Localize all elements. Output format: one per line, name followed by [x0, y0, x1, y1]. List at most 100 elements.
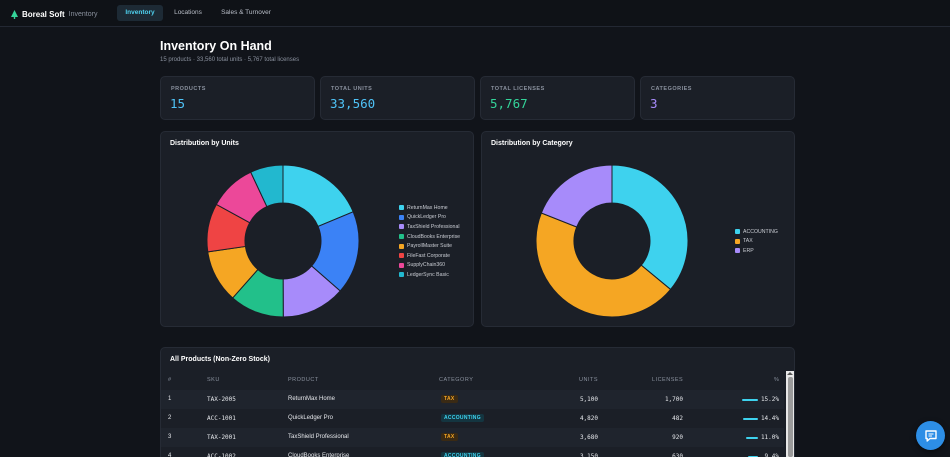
stat-label: TOTAL UNITS — [331, 86, 373, 92]
col-header-percent[interactable]: % — [774, 377, 780, 383]
table-row[interactable]: 4 ACC-1002 CloudBooks Enterprise ACCOUNTING… — [161, 447, 784, 457]
table-row[interactable]: 3 TAX-2001 TaxShield Professional TAX 3,680 9… — [161, 428, 784, 447]
col-header-sku[interactable]: SKU — [207, 377, 220, 383]
chat-button[interactable] — [916, 421, 945, 450]
stat-card-categories: CATEGORIES 3 — [640, 76, 795, 120]
legend-swatch — [735, 238, 740, 244]
legend-swatch — [399, 262, 404, 268]
legend-swatch — [399, 272, 404, 278]
scroll-thumb[interactable] — [787, 377, 793, 457]
col-header-num[interactable]: # — [168, 377, 172, 383]
legend-item[interactable]: QuickLedger Pro — [399, 213, 460, 223]
stat-value: 33,560 — [330, 96, 376, 111]
row-percent: 11.0% — [760, 434, 779, 441]
legend-item[interactable]: ReturnMax Home — [399, 203, 460, 213]
category-badge: TAX — [441, 432, 458, 441]
row-product: CloudBooks Enterprise — [288, 453, 350, 457]
donut-slice[interactable] — [611, 164, 689, 291]
units-chart-panel: Distribution by Units ReturnMax Home Quic… — [160, 131, 474, 327]
stat-card-total-units: TOTAL UNITS 33,560 — [320, 76, 475, 120]
row-percent: 15.2% — [760, 396, 779, 403]
category-donut-chart — [535, 164, 689, 318]
units-donut-chart — [206, 164, 360, 318]
legend-swatch — [399, 234, 404, 240]
brand-name: Boreal Soft — [22, 9, 65, 19]
row-number: 4 — [168, 453, 172, 457]
percent-bar — [748, 455, 758, 457]
legend-swatch — [399, 205, 404, 211]
legend-swatch — [735, 248, 740, 254]
row-units: 3,680 — [579, 434, 598, 441]
stat-value: 5,767 — [490, 96, 528, 111]
legend-label: TAX — [743, 238, 753, 245]
tab-locations[interactable]: Locations — [174, 9, 202, 16]
legend-label: QuickLedger Pro — [407, 214, 446, 221]
legend-label: LedgerSync Basic — [407, 271, 449, 278]
legend-swatch — [399, 214, 404, 220]
row-number: 1 — [168, 396, 172, 402]
percent-bar — [746, 436, 758, 439]
col-header-category[interactable]: CATEGORY — [439, 377, 474, 383]
legend-label: CloudBooks Enterprise — [407, 233, 461, 240]
col-header-product[interactable]: PRODUCT — [288, 377, 319, 383]
donut-slice[interactable] — [540, 164, 613, 228]
row-product: TaxShield Professional — [288, 434, 349, 440]
stat-value: 3 — [650, 96, 658, 111]
table-scrollbar[interactable] — [786, 371, 794, 457]
row-product: ReturnMax Home — [288, 396, 336, 402]
top-nav: Boreal Soft Inventory Inventory Location… — [0, 0, 950, 27]
page-title: Inventory On Hand — [160, 39, 272, 53]
legend-item[interactable]: FileFast Corporate — [399, 251, 460, 261]
legend-swatch — [399, 243, 404, 249]
row-number: 2 — [168, 415, 172, 421]
category-badge: ACCOUNTING — [441, 451, 484, 457]
table-row[interactable]: 2 ACC-1001 QuickLedger Pro ACCOUNTING 4,820 4… — [161, 409, 784, 428]
legend-label: SupplyChain360 — [407, 262, 446, 269]
row-licenses: 1,700 — [664, 396, 683, 403]
chat-bubble-icon — [924, 429, 937, 442]
donut-slice[interactable] — [535, 212, 672, 318]
category-chart-panel: Distribution by Category ACCOUNTING TAX ER… — [481, 131, 795, 327]
row-product: QuickLedger Pro — [288, 415, 334, 421]
page-subtitle: 15 products · 33,560 total units · 5,767… — [160, 57, 300, 63]
tab-sales-turnover[interactable]: Sales & Turnover — [221, 9, 271, 16]
percent-bar — [742, 417, 758, 420]
legend-item[interactable]: ERP — [735, 246, 778, 256]
category-badge: ACCOUNTING — [441, 413, 484, 422]
legend-item[interactable]: TAX — [735, 237, 778, 247]
stat-value: 15 — [170, 96, 186, 111]
brand[interactable]: Boreal Soft Inventory — [11, 8, 97, 20]
percent-bar — [742, 398, 758, 401]
category-legend: ACCOUNTING TAX ERP — [735, 227, 778, 256]
chart-title: Distribution by Units — [170, 140, 239, 147]
row-percent: 9.4% — [764, 453, 779, 457]
legend-item[interactable]: PayrollMaster Suite — [399, 241, 460, 251]
legend-item[interactable]: TaxShield Professional — [399, 222, 460, 232]
table-row[interactable]: 1 TAX-2005 ReturnMax Home TAX 5,100 1,700 15.2… — [161, 390, 784, 409]
legend-label: ReturnMax Home — [407, 204, 448, 211]
col-header-licenses[interactable]: LICENSES — [652, 377, 684, 383]
donut-slice[interactable] — [250, 164, 284, 208]
legend-item[interactable]: SupplyChain360 — [399, 261, 460, 271]
legend-swatch — [399, 224, 404, 230]
scroll-up-arrow-icon[interactable] — [787, 372, 793, 375]
col-header-units[interactable]: UNITS — [579, 377, 598, 383]
tree-logo-icon — [11, 9, 18, 19]
legend-item[interactable]: ACCOUNTING — [735, 227, 778, 237]
legend-label: FileFast Corporate — [407, 252, 450, 259]
stat-card-products: PRODUCTS 15 — [160, 76, 315, 120]
legend-item[interactable]: LedgerSync Basic — [399, 270, 460, 280]
chart-title: Distribution by Category — [491, 140, 573, 147]
legend-item[interactable]: CloudBooks Enterprise — [399, 232, 460, 242]
legend-swatch — [399, 253, 404, 259]
table-title: All Products (Non-Zero Stock) — [170, 356, 270, 363]
legend-swatch — [735, 229, 740, 235]
row-licenses: 920 — [672, 434, 683, 441]
row-sku: TAX-2005 — [207, 396, 236, 403]
stat-card-total-licenses: TOTAL LICENSES 5,767 — [480, 76, 635, 120]
units-legend: ReturnMax Home QuickLedger Pro TaxShield P… — [399, 203, 460, 280]
row-sku: TAX-2001 — [207, 434, 236, 441]
legend-label: ACCOUNTING — [743, 228, 778, 235]
tab-inventory[interactable]: Inventory — [117, 5, 163, 21]
stat-label: CATEGORIES — [651, 86, 692, 92]
